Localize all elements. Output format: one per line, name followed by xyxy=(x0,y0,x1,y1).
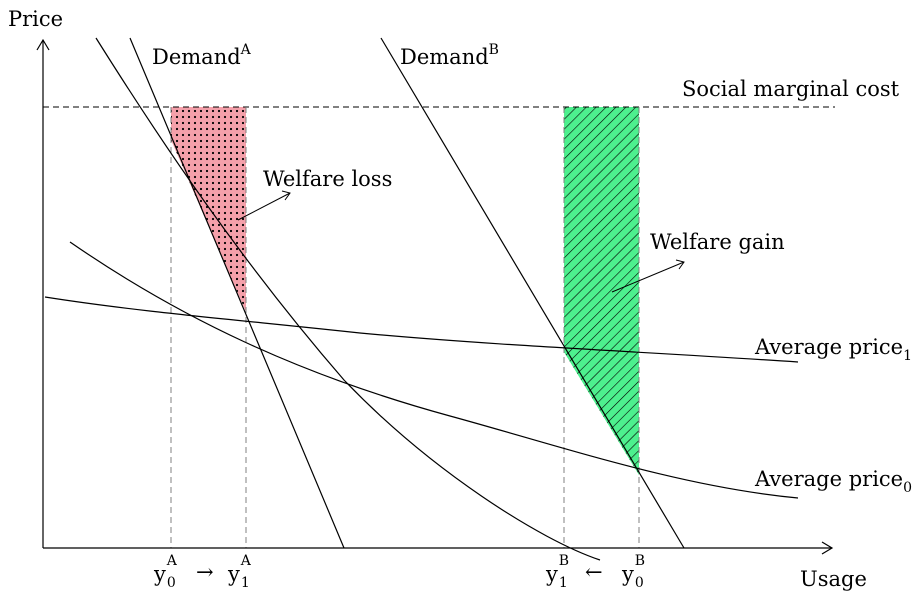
y-axis-arrowhead xyxy=(36,38,50,51)
welfare-gain-region xyxy=(564,107,639,475)
welfare-loss-region xyxy=(171,107,246,312)
welfare-gain-arrow xyxy=(611,261,685,293)
arrow-b: ← xyxy=(585,560,603,584)
demand-a-label: DemandA xyxy=(152,42,252,69)
tick-y0a: y0A xyxy=(153,553,178,591)
demand-a-steep-line xyxy=(129,37,345,549)
demand-b-line xyxy=(380,37,685,549)
social-marginal-cost-label: Social marginal cost xyxy=(682,77,900,101)
welfare-loss-arrow xyxy=(237,192,291,221)
x-axis-label: Usage xyxy=(800,567,867,591)
arrow-a: → xyxy=(196,560,214,584)
demand-a-curve xyxy=(95,37,601,561)
average-price-1-label: Average price1 xyxy=(754,335,912,364)
tick-y1a: y1A xyxy=(227,553,252,591)
tick-y0b: y0B xyxy=(621,553,645,591)
tick-labels: y0A → y1A y1B ← y0B xyxy=(153,553,645,591)
x-axis-arrowhead xyxy=(821,541,834,555)
average-price-0-label: Average price0 xyxy=(754,467,912,496)
guide-lines xyxy=(170,107,640,548)
welfare-loss-label: Welfare loss xyxy=(263,167,392,191)
axes xyxy=(36,38,834,555)
y-axis-label: Price xyxy=(8,7,63,31)
tick-y1b: y1B xyxy=(545,553,569,591)
average-price-0-curve xyxy=(69,241,799,499)
average-price-1-curve xyxy=(44,296,799,363)
demand-b-label: DemandB xyxy=(400,42,499,69)
welfare-gain-label: Welfare gain xyxy=(650,230,785,254)
